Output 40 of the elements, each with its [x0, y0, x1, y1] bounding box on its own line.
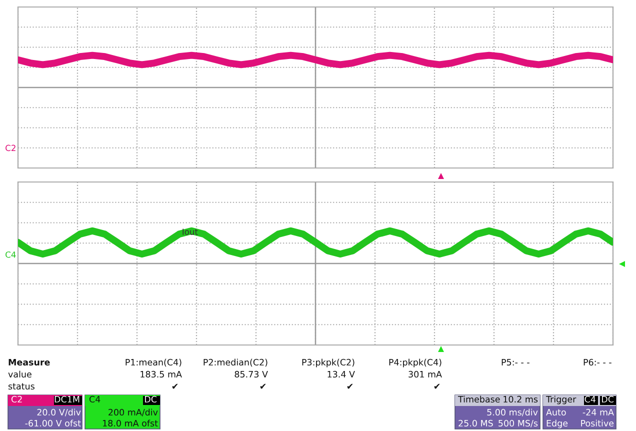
text: 13.4 V	[328, 370, 355, 378]
text: 25.0 MS	[458, 420, 493, 427]
text: 5.00 ms/div	[487, 408, 538, 416]
text: DC	[602, 396, 614, 403]
text: 200 mA/div	[108, 408, 158, 416]
text: 20.0 V/div	[37, 408, 81, 416]
text: -24 mA	[582, 408, 614, 416]
text: Timebase	[458, 396, 500, 403]
text: Positive	[581, 420, 614, 427]
annotation: Iout	[182, 228, 198, 235]
text: C4	[584, 396, 596, 403]
text: 183.5 mA	[140, 370, 182, 378]
text: status	[8, 383, 34, 390]
text: DC	[145, 396, 157, 403]
text: 10.2 ms	[504, 396, 538, 403]
text: P3:pkpk(C2)	[302, 358, 354, 368]
text: C2	[11, 396, 22, 403]
text: -61.00 V ofst	[25, 420, 81, 427]
text: ✔	[434, 384, 440, 389]
text: C4	[89, 396, 100, 403]
text: Auto	[546, 409, 566, 416]
text: 85.73 V	[234, 370, 268, 378]
series-label: C4	[6, 251, 16, 258]
text: ✔	[172, 384, 178, 389]
text: Trigger	[546, 396, 576, 404]
text: 18.0 mA ofst	[102, 420, 158, 427]
text: ✔	[260, 384, 266, 389]
text: ✔	[347, 384, 353, 389]
text: P4:pkpk(C4)	[389, 358, 442, 368]
text: Measure	[8, 359, 50, 366]
text: P1:mean(C4)	[126, 358, 182, 367]
text: P5:- - -	[502, 359, 530, 366]
text: 500 MS/s	[498, 420, 538, 428]
text: value	[8, 370, 32, 378]
text: P2:median(C2)	[204, 358, 268, 367]
text: 301 mA	[408, 370, 442, 378]
text: P6:- - -	[584, 358, 612, 366]
text: DC1M	[54, 396, 80, 403]
text: Edge	[546, 420, 568, 428]
text: C2	[6, 144, 16, 152]
